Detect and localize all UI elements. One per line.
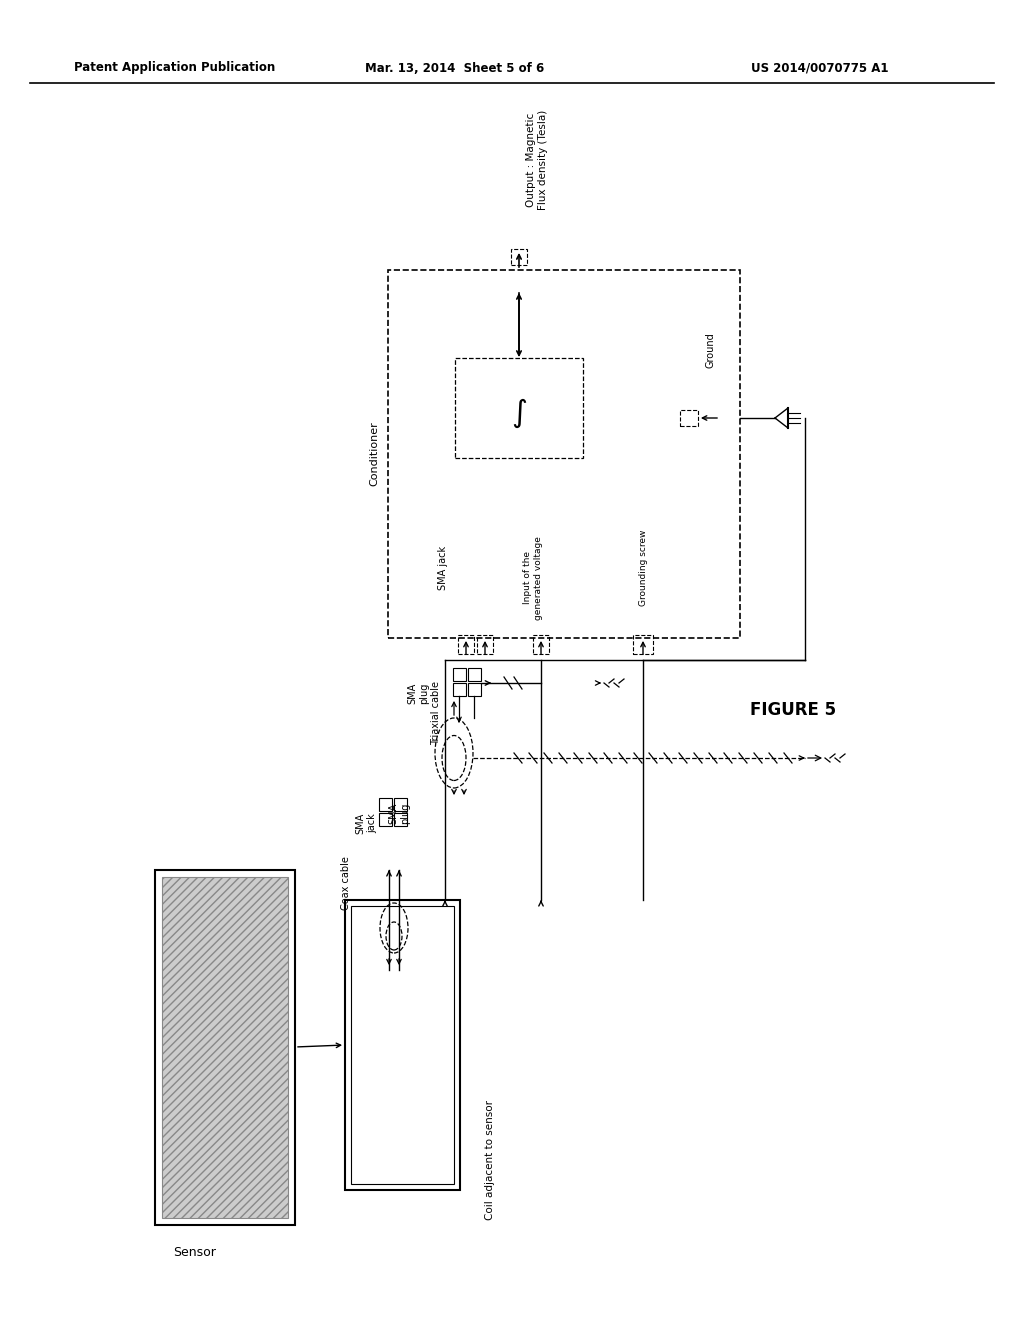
Text: SMA jack: SMA jack [438, 546, 449, 590]
Text: Ground: Ground [705, 333, 715, 368]
Bar [458, 635, 474, 653]
Bar [379, 813, 392, 826]
Text: FIGURE 5: FIGURE 5 [750, 701, 837, 719]
Text: ∫: ∫ [511, 399, 527, 428]
Bar [455, 358, 583, 458]
Text: Mar. 13, 2014  Sheet 5 of 6: Mar. 13, 2014 Sheet 5 of 6 [366, 62, 545, 74]
Bar [394, 813, 407, 826]
Bar [453, 668, 466, 681]
Bar [680, 411, 698, 426]
Text: Patent Application Publication: Patent Application Publication [75, 62, 275, 74]
Text: Grounding screw: Grounding screw [639, 529, 647, 606]
Text: US 2014/0070775 A1: US 2014/0070775 A1 [752, 62, 889, 74]
Bar [345, 900, 460, 1191]
Text: Coax cable: Coax cable [341, 857, 351, 909]
Text: SMA
plug: SMA plug [388, 803, 410, 824]
Bar [453, 682, 466, 696]
Text: SMA
jack: SMA jack [355, 812, 377, 834]
Bar [394, 799, 407, 810]
Bar [379, 799, 392, 810]
Bar [633, 635, 653, 653]
Bar [388, 271, 740, 638]
Bar [162, 876, 288, 1218]
Text: Output : Magnetic
Flux density (Tesla): Output : Magnetic Flux density (Tesla) [526, 110, 548, 210]
Bar [534, 635, 549, 653]
Text: Conditioner: Conditioner [369, 421, 379, 486]
Bar [511, 249, 527, 265]
Bar [477, 635, 493, 653]
Bar [351, 906, 454, 1184]
Bar [468, 682, 481, 696]
Text: SMA
plug: SMA plug [408, 682, 429, 704]
Bar [468, 668, 481, 681]
Bar [155, 870, 295, 1225]
Text: Input of the
generated voltage: Input of the generated voltage [523, 536, 543, 620]
Text: Sensor: Sensor [173, 1246, 216, 1259]
Text: Coil adjacent to sensor: Coil adjacent to sensor [485, 1100, 495, 1220]
Text: Triaxial cable: Triaxial cable [431, 681, 441, 744]
